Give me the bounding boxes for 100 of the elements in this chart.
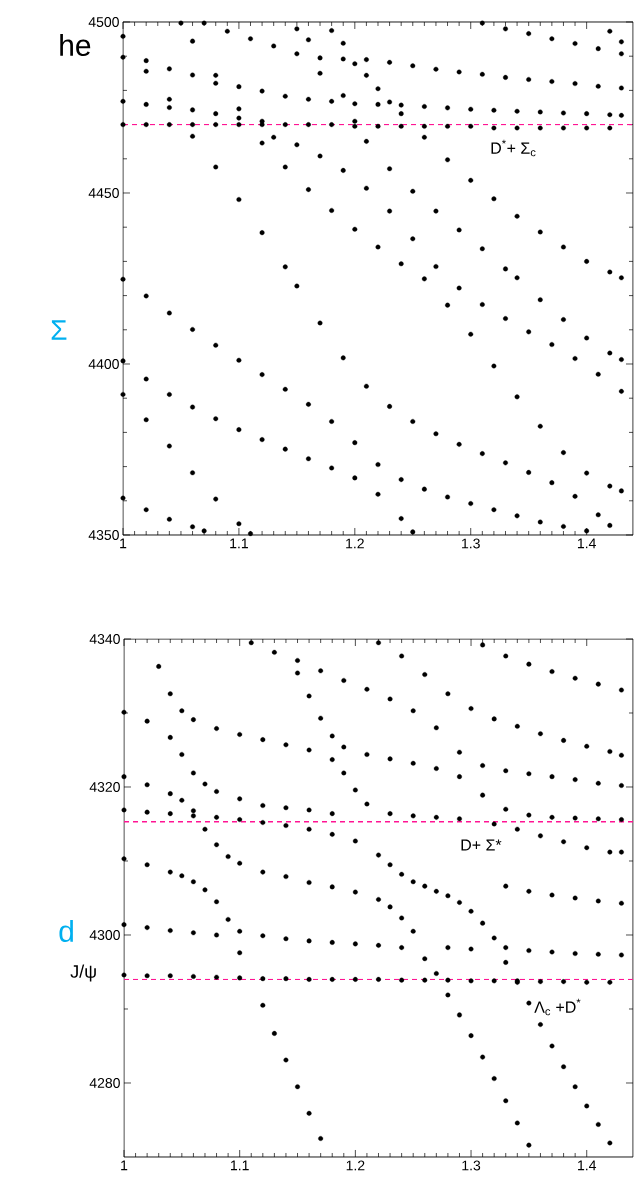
point	[398, 516, 404, 522]
point	[352, 118, 358, 124]
point	[561, 737, 567, 743]
point	[468, 123, 474, 129]
point	[306, 807, 312, 813]
annotation: D$^{*}$+ Σ$_{c}$	[491, 139, 536, 157]
point	[572, 895, 578, 901]
point	[491, 363, 497, 369]
point	[619, 388, 625, 394]
point	[213, 164, 219, 170]
text: Σ	[51, 320, 67, 340]
point	[376, 640, 382, 646]
point	[433, 431, 439, 437]
point	[456, 69, 462, 75]
point	[514, 394, 520, 400]
point	[572, 41, 578, 46]
point	[445, 494, 451, 500]
point	[537, 229, 543, 235]
point	[410, 708, 416, 714]
point	[191, 879, 197, 885]
point	[329, 98, 335, 104]
point	[179, 708, 185, 714]
point	[191, 930, 197, 936]
point	[491, 196, 497, 202]
point	[375, 462, 381, 467]
point	[143, 58, 149, 64]
point	[607, 350, 613, 356]
point	[433, 66, 439, 72]
point	[248, 640, 254, 646]
point	[549, 892, 555, 898]
point	[607, 125, 613, 131]
point	[422, 883, 428, 889]
point	[410, 879, 416, 885]
point	[329, 207, 335, 213]
point	[468, 177, 474, 183]
point	[341, 677, 347, 683]
point	[167, 391, 172, 397]
point	[457, 899, 463, 905]
point	[236, 427, 242, 433]
point	[480, 302, 485, 307]
point	[434, 971, 439, 976]
point	[503, 959, 509, 965]
point	[317, 320, 323, 326]
point	[549, 774, 555, 780]
point	[295, 670, 301, 676]
point	[190, 524, 196, 530]
point	[445, 157, 451, 163]
point	[480, 763, 486, 768]
point	[596, 816, 601, 822]
point	[272, 649, 277, 655]
point	[387, 208, 393, 214]
point	[457, 749, 463, 755]
point	[503, 945, 509, 951]
point	[340, 167, 346, 173]
point	[318, 668, 324, 674]
point	[364, 57, 370, 63]
point	[410, 928, 416, 934]
point	[364, 801, 370, 807]
point	[295, 658, 301, 663]
point	[248, 531, 254, 537]
point	[445, 105, 451, 111]
point	[340, 56, 346, 62]
point	[306, 880, 312, 885]
point	[237, 796, 243, 802]
point	[607, 112, 613, 118]
point	[283, 805, 289, 811]
point	[445, 691, 451, 697]
x-tick-label: 1.4	[578, 538, 597, 549]
point	[537, 519, 543, 525]
point	[607, 28, 613, 34]
point	[526, 812, 532, 818]
point	[259, 437, 265, 443]
point	[121, 922, 127, 928]
point	[445, 977, 451, 983]
point	[352, 101, 358, 107]
point	[364, 383, 370, 389]
point	[202, 781, 208, 787]
point	[306, 37, 312, 43]
point	[561, 1064, 567, 1070]
point	[283, 936, 289, 942]
point	[584, 470, 590, 476]
point	[236, 122, 242, 128]
x-tick-label: 1.3	[462, 1160, 481, 1171]
point	[572, 81, 578, 87]
point	[121, 709, 127, 715]
point	[282, 386, 288, 392]
point	[306, 976, 312, 982]
point	[213, 416, 219, 422]
point	[190, 122, 196, 128]
point	[120, 358, 126, 364]
point	[225, 917, 231, 922]
point	[538, 979, 544, 985]
point	[619, 275, 625, 281]
point	[340, 93, 346, 98]
point	[549, 669, 555, 675]
point	[144, 809, 150, 815]
point	[445, 123, 451, 129]
y-tick-label: 4350	[88, 530, 120, 540]
point	[143, 507, 149, 513]
x-tick-label: 1	[120, 538, 127, 549]
